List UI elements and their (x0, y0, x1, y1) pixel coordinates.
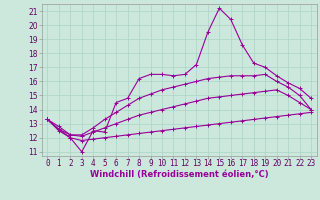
X-axis label: Windchill (Refroidissement éolien,°C): Windchill (Refroidissement éolien,°C) (90, 170, 268, 179)
